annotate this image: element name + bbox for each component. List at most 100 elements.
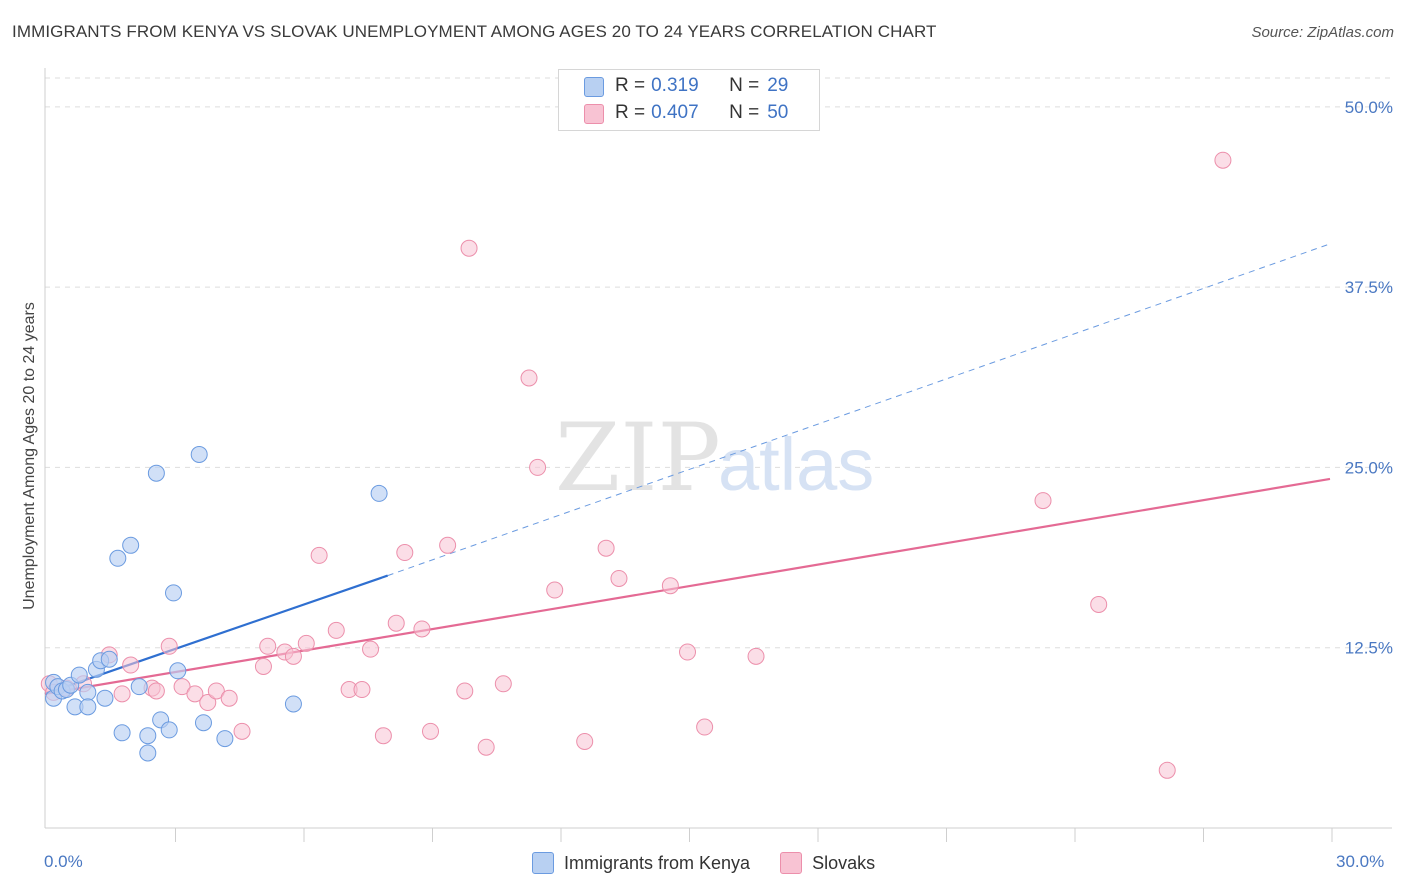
n-value: 29	[767, 75, 789, 96]
y-tick-label: 12.5%	[1345, 639, 1393, 658]
chart-title: IMMIGRANTS FROM KENYA VS SLOVAK UNEMPLOY…	[12, 22, 937, 41]
stats-legend-row-kenya: R = 0.319 N = 29	[584, 75, 789, 97]
stats-legend: R = 0.319 N = 29 R = 0.407 N = 50	[558, 69, 820, 131]
slovaks-point	[696, 718, 714, 736]
n-label: N =	[729, 75, 760, 96]
y-tick-label: 25.0%	[1345, 458, 1393, 477]
kenya-point	[216, 730, 234, 748]
slovaks-point	[747, 647, 765, 665]
slovaks-point	[233, 722, 251, 740]
x-tick-label-min: 0.0%	[44, 852, 83, 871]
kenya-point	[70, 666, 88, 684]
kenya-point	[139, 727, 157, 745]
watermark-atlas: atlas	[718, 423, 874, 506]
slovaks-point	[259, 637, 277, 655]
slovaks-point	[610, 569, 628, 587]
y-tick-label: 50.0%	[1345, 98, 1393, 117]
kenya-point	[284, 695, 302, 713]
slovaks-point	[456, 682, 474, 700]
slovaks-point	[173, 678, 191, 696]
kenya-point	[122, 536, 140, 554]
slovaks-point	[413, 620, 431, 638]
slovaks-legend-swatch	[780, 852, 803, 874]
slovaks-point	[147, 682, 165, 700]
slovaks-point	[546, 581, 564, 599]
slovaks-point	[254, 657, 272, 675]
slovaks-point	[494, 675, 512, 693]
y-tick-label: 37.5%	[1345, 278, 1393, 297]
x-tick-label-max: 30.0%	[1336, 852, 1385, 871]
slovaks-point	[122, 656, 140, 674]
slovaks-point	[1090, 595, 1108, 613]
stats-legend-row-slovaks: R = 0.407 N = 50	[584, 102, 789, 124]
kenya-point	[139, 744, 157, 762]
slovaks-point	[1214, 151, 1232, 169]
slovaks-point	[576, 732, 594, 750]
kenya-point	[147, 464, 165, 482]
kenya-point	[370, 484, 388, 502]
slovaks-point	[529, 458, 547, 476]
kenya-point	[100, 650, 118, 668]
slovaks-point	[297, 634, 315, 652]
source-credit: Source: ZipAtlas.com	[1251, 24, 1394, 41]
legend-label-slovaks: Slovaks	[812, 852, 876, 873]
r-value: 0.407	[651, 102, 699, 123]
kenya-point	[194, 714, 212, 732]
slovaks-trend-line	[44, 477, 1331, 695]
kenya-legend-swatch	[532, 852, 554, 874]
r-label: R =	[615, 102, 646, 123]
watermark-zip: ZIP	[555, 404, 721, 513]
slovaks-point	[597, 539, 615, 557]
slovaks-point	[661, 577, 679, 595]
slovaks-point	[327, 621, 345, 639]
slovaks-point	[1158, 761, 1176, 779]
kenya-point	[190, 445, 208, 463]
kenya-point	[79, 698, 97, 716]
slovaks-point	[186, 685, 204, 703]
axes	[44, 68, 1392, 842]
kenya-point	[96, 689, 114, 707]
slovaks-point	[477, 738, 495, 756]
n-value: 50	[767, 102, 789, 123]
kenya-point	[160, 721, 178, 739]
slovaks-point	[679, 643, 696, 661]
slovaks-point	[160, 637, 178, 655]
slovaks-point	[353, 681, 371, 699]
slovaks-point	[362, 640, 380, 658]
r-value: 0.319	[651, 75, 699, 96]
slovaks-point	[1034, 492, 1052, 510]
kenya-point	[79, 683, 97, 701]
kenya-trend-extension	[387, 243, 1331, 577]
data-points	[40, 151, 1232, 779]
kenya-point	[165, 584, 182, 602]
slovaks-point	[439, 536, 457, 554]
kenya-point	[113, 724, 131, 742]
legend-item-kenya[interactable]: Immigrants from Kenya	[532, 852, 750, 874]
slovaks-point	[422, 722, 439, 740]
slovaks-point	[207, 682, 225, 700]
slovaks-swatch	[584, 104, 604, 124]
slovaks-point	[113, 685, 131, 703]
kenya-point	[130, 678, 148, 696]
slovaks-point	[387, 614, 405, 632]
r-label: R =	[615, 75, 646, 96]
y-tick-labels: 12.5% 25.0% 37.5% 50.0%	[1345, 98, 1393, 658]
slovaks-point	[310, 546, 328, 564]
slovaks-point	[460, 239, 478, 257]
series-legend: Immigrants from Kenya Slovaks	[532, 852, 905, 874]
slovaks-point	[284, 647, 302, 665]
n-label: N =	[729, 102, 760, 123]
slovaks-point	[520, 369, 538, 387]
kenya-swatch	[584, 77, 604, 97]
kenya-point	[109, 549, 127, 567]
slovaks-point	[374, 727, 392, 745]
legend-item-slovaks[interactable]: Slovaks	[780, 852, 875, 874]
watermark: ZIP atlas	[555, 404, 874, 513]
legend-label-kenya: Immigrants from Kenya	[564, 852, 751, 873]
slovaks-point	[220, 689, 238, 707]
gridlines	[45, 77, 1392, 649]
kenya-point	[169, 662, 187, 680]
slovaks-point	[396, 544, 414, 562]
slovaks-point	[199, 694, 217, 712]
